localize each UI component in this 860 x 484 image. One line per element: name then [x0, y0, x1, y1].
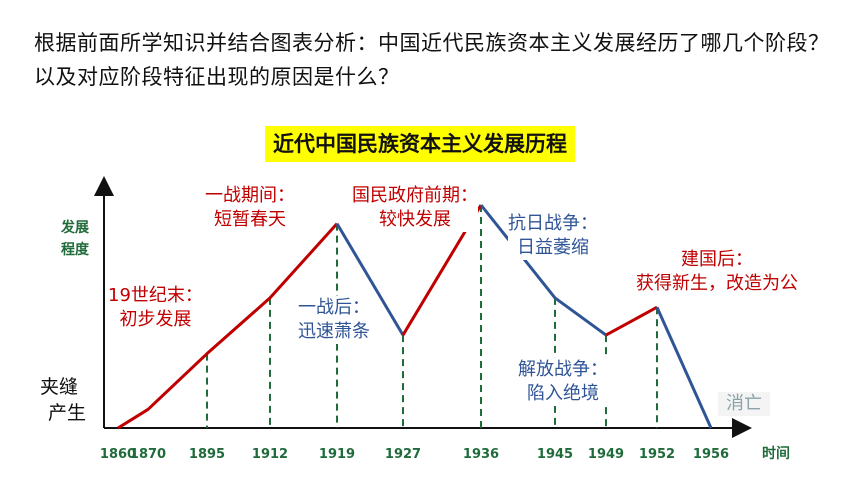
annotation-postww1: 一战后： 迅速萧条 — [298, 296, 370, 344]
series-line-rise-4 — [605, 305, 658, 337]
annotation-liberation: 解放战争： 陷入绝境 — [518, 358, 608, 406]
tick-label-1936: 1936 — [463, 447, 499, 462]
x-axis-label: 时间 — [762, 445, 790, 462]
question-text: 根据前面所学知识并结合图表分析：中国近代民族资本主义发展经历了哪几个阶段？以及对… — [34, 31, 830, 89]
annotation-antijap: 抗日战争： 日益萎缩 — [508, 212, 598, 260]
tick-label-1860: 1860 — [100, 447, 136, 462]
annotation-ww1: 一战期间： 短暂春天 — [205, 184, 295, 232]
annotation-late19: 19世纪末： 初步发展 — [108, 284, 203, 332]
annotation-end: 消亡 — [718, 392, 770, 416]
tick-label-1895: 1895 — [189, 447, 225, 462]
chart-title: 近代中国民族资本主义发展历程 — [265, 126, 575, 162]
series-line-fall-5 — [655, 306, 713, 429]
tick-label-1912: 1912 — [252, 447, 288, 462]
series-line-fall-3 — [479, 204, 607, 337]
y-axis-label-1: 程度 — [61, 241, 90, 258]
tick-label-1956: 1956 — [693, 447, 729, 462]
tick-label-1952: 1952 — [639, 447, 675, 462]
tick-label-1919: 1919 — [319, 447, 355, 462]
series-line-rise-0 — [117, 222, 339, 430]
tick-label-1870: 1870 — [130, 447, 166, 462]
tick-label-1945: 1945 — [537, 447, 573, 462]
annotation-birth: 夹缝 产生 — [40, 374, 87, 426]
y-axis-label-0: 发展 — [60, 219, 89, 236]
tick-label-1927: 1927 — [385, 447, 421, 462]
annotation-postfounding: 建国后： 获得新生，改造为公 — [636, 248, 798, 296]
series-line-fall-1 — [335, 222, 405, 336]
tick-label-1949: 1949 — [588, 447, 624, 462]
annotation-nationalist: 国民政府前期： 较快发展 — [352, 184, 478, 232]
